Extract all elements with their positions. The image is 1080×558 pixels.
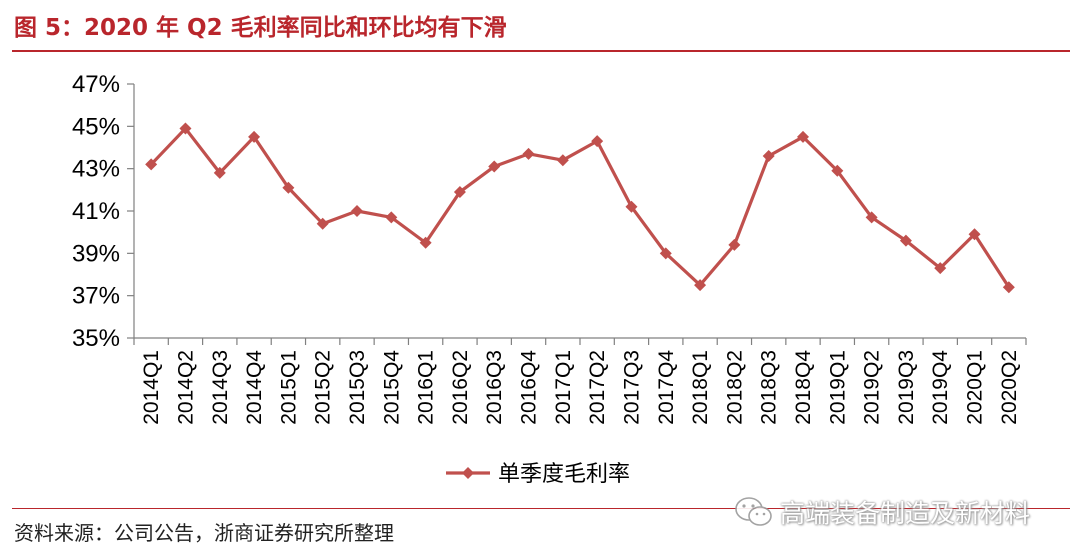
x-tick-label: 2019Q4 — [929, 350, 952, 425]
x-tick-label: 2016Q2 — [449, 350, 472, 425]
x-tick-label: 2016Q1 — [415, 350, 438, 425]
data-point — [625, 200, 638, 213]
x-tick-label: 2020Q1 — [964, 350, 987, 425]
data-point — [865, 211, 878, 224]
y-tick-label: 41% — [72, 198, 120, 225]
x-tick-label: 2017Q3 — [620, 350, 643, 425]
data-point — [213, 166, 226, 179]
data-point — [694, 279, 707, 292]
data-point — [179, 122, 192, 135]
x-tick-label: 2018Q3 — [758, 350, 781, 425]
source-note: 资料来源：公司公告，浙商证券研究所整理 — [14, 521, 394, 545]
data-point — [419, 236, 432, 249]
line-chart: 35% 37% 39% 41% 43% 45% 47% 2014Q1 2014Q2 2014Q3… — [72, 71, 1027, 487]
data-point — [968, 228, 981, 241]
data-point — [556, 154, 569, 167]
legend-marker — [462, 467, 474, 479]
x-tick-label: 2016Q4 — [518, 350, 541, 425]
figure-title: 图 5：2020 年 Q2 毛利率同比和环比均有下滑 — [14, 15, 507, 41]
x-tick-label: 2020Q2 — [998, 350, 1021, 425]
y-tick-label: 43% — [72, 156, 120, 183]
series-layer — [145, 122, 1015, 294]
x-tick-label: 2015Q2 — [312, 350, 335, 425]
data-point — [762, 149, 775, 162]
data-point — [522, 147, 535, 160]
data-point — [899, 234, 912, 247]
data-point — [934, 262, 947, 275]
x-tick-label: 2015Q4 — [380, 350, 403, 425]
data-point — [1002, 281, 1015, 294]
x-tick-label: 2014Q2 — [174, 350, 197, 425]
x-tick-label: 2018Q4 — [792, 350, 815, 425]
legend: 单季度毛利率 — [446, 462, 630, 487]
x-tick-label: 2014Q4 — [243, 350, 266, 425]
x-tick-label: 2017Q4 — [655, 350, 678, 425]
x-tick-label: 2019Q1 — [826, 350, 849, 425]
x-tick-label: 2018Q2 — [723, 350, 746, 425]
legend-label: 单季度毛利率 — [498, 462, 630, 487]
series-line — [149, 126, 1011, 289]
y-tick-label: 37% — [72, 283, 120, 310]
data-point — [248, 130, 261, 143]
y-tick-label: 47% — [72, 71, 120, 98]
x-tick-label: 2018Q1 — [689, 350, 712, 425]
x-tick-label: 2017Q2 — [586, 350, 609, 425]
x-axis: 2014Q1 2014Q2 2014Q3 2014Q4 2015Q1 2015Q2 2015… — [133, 337, 1027, 425]
data-point — [316, 217, 329, 230]
wechat-icon — [735, 497, 772, 526]
title-divider — [12, 50, 1070, 52]
data-point — [453, 185, 466, 198]
x-tick-label: 2016Q3 — [483, 350, 506, 425]
watermark: 高端装备制造及新材料 — [734, 494, 1030, 530]
data-point — [488, 160, 501, 173]
watermark-text: 高端装备制造及新材料 — [780, 499, 1031, 528]
data-point — [797, 130, 809, 143]
x-tick-label: 2014Q1 — [140, 350, 163, 425]
x-tick-label: 2014Q3 — [209, 350, 232, 425]
y-tick-label: 39% — [72, 240, 120, 267]
data-point — [351, 205, 363, 217]
data-point — [591, 135, 604, 148]
y-tick-label: 45% — [72, 113, 120, 140]
data-point — [282, 181, 295, 194]
y-tick-label: 35% — [72, 325, 120, 352]
data-point — [659, 247, 672, 260]
data-point — [831, 164, 844, 177]
x-tick-label: 2019Q2 — [861, 350, 884, 425]
data-point — [145, 158, 158, 171]
x-tick-label: 2019Q3 — [895, 350, 918, 425]
x-tick-label: 2015Q1 — [277, 350, 300, 425]
x-tick-label: 2017Q1 — [552, 350, 575, 425]
x-tick-label: 2015Q3 — [346, 350, 369, 425]
data-point — [385, 211, 398, 224]
data-point — [728, 238, 741, 251]
footer-divider — [12, 508, 1070, 509]
y-axis: 35% 37% 39% 41% 43% 45% 47% — [72, 71, 135, 352]
